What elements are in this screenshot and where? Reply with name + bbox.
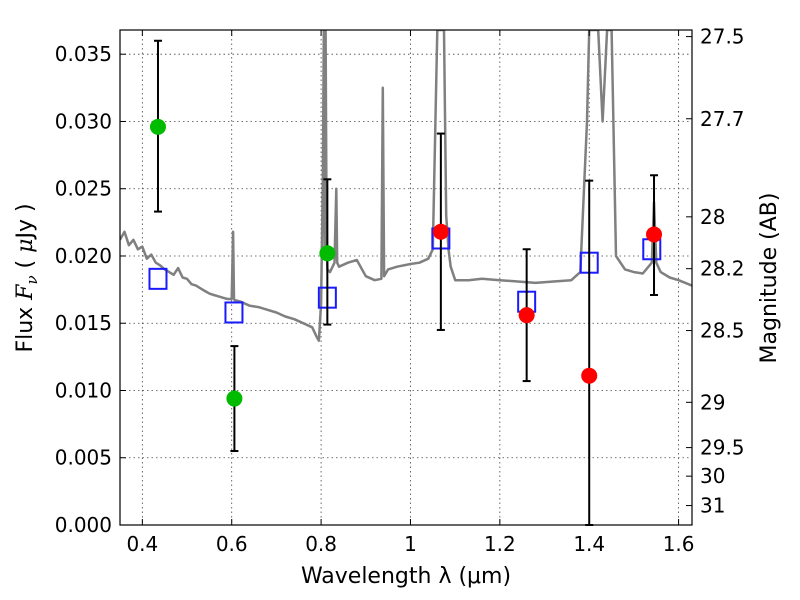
y2-tick-label: 27.7 — [700, 107, 745, 131]
y2-tick-label: 28.2 — [700, 257, 745, 281]
observed-flux-point — [518, 307, 535, 324]
grid-lines — [120, 30, 692, 526]
y-tick-label: 0.030 — [55, 109, 112, 133]
y2-tick-label: 28.5 — [700, 319, 745, 343]
x-tick-label: 0.6 — [216, 532, 248, 556]
y2-tick-label: 27.5 — [700, 25, 745, 49]
y2-tick-label: 29 — [700, 390, 725, 414]
axes — [119, 29, 693, 526]
observed-flux-point — [149, 118, 166, 135]
y2-tick-label: 30 — [700, 464, 725, 488]
model-photometry-square — [148, 267, 168, 290]
y-tick-label: 0.000 — [55, 513, 112, 537]
x-tick-label: 0.8 — [305, 532, 337, 556]
observed-flux-point — [581, 367, 598, 384]
y2-tick-label: 29.5 — [700, 436, 745, 460]
y-tick-label: 0.010 — [55, 378, 112, 402]
svg-text:Flux Fν ( μJy ): Flux Fν ( μJy ) — [13, 203, 41, 352]
x-tick-label: 1.6 — [663, 532, 695, 556]
plot-series — [120, 30, 692, 526]
model-photometry-square — [224, 301, 244, 324]
x-tick-label: 1.2 — [484, 532, 516, 556]
y2-tick-label: 31 — [700, 494, 725, 518]
x-tick-label: 1 — [404, 532, 417, 556]
plot-frame — [119, 29, 693, 526]
x-tick-label: 1.4 — [573, 532, 605, 556]
y-tick-label: 0.020 — [55, 244, 112, 268]
observed-flux-point — [226, 390, 243, 407]
spectrum-line — [120, 30, 692, 342]
observed-flux-point — [432, 223, 449, 240]
y2-tick-label: 28 — [700, 205, 725, 229]
y-tick-label: 0.025 — [55, 177, 112, 201]
y-tick-label: 0.005 — [55, 446, 112, 470]
axis-ticks: 0.4 0.6 0.8 1 1.2 1.4 1.6 0.000 0.005 0.010 0.015 0… — [55, 25, 745, 556]
y-tick-label: 0.035 — [55, 42, 112, 66]
observed-flux-point — [319, 245, 336, 262]
y-tick-label: 0.015 — [55, 311, 112, 335]
y-axis-title: Flux Fν ( μJy ) — [13, 203, 41, 352]
observed-flux-point — [646, 226, 663, 243]
x-axis-title: Wavelength λ (μm) — [301, 564, 511, 589]
x-tick-label: 0.4 — [126, 532, 158, 556]
y2-axis-title: Magnitude (AB) — [757, 193, 782, 364]
